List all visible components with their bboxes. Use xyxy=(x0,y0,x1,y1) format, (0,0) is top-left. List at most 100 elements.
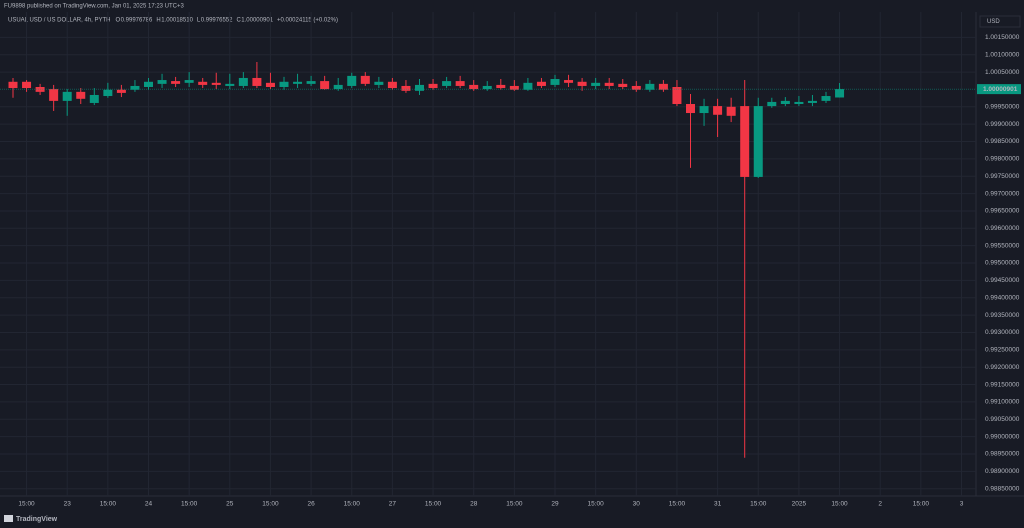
y-tick-label: 0.99000000 xyxy=(985,433,1020,440)
candle-body xyxy=(401,85,411,91)
x-tick-label: 15:00 xyxy=(831,501,848,508)
candle-body xyxy=(591,82,601,86)
candle-body xyxy=(360,75,370,84)
candle-body xyxy=(699,106,709,114)
candle-body xyxy=(347,75,357,86)
y-tick-label: 0.99900000 xyxy=(985,121,1020,128)
x-tick-label: 15:00 xyxy=(750,501,767,508)
candle-body xyxy=(415,84,424,91)
candle-body xyxy=(442,81,452,86)
y-tick-label: 0.99150000 xyxy=(985,381,1020,388)
y-tick-label: 0.98850000 xyxy=(985,485,1020,492)
candle-body xyxy=(387,81,397,89)
y-tick-label: 0.99200000 xyxy=(985,364,1020,371)
logo: TradingView xyxy=(16,516,58,523)
ohlc-label: H xyxy=(156,18,160,24)
x-tick-label: 26 xyxy=(307,501,315,508)
x-tick-label: 15:00 xyxy=(669,501,686,508)
y-tick-label: 0.99700000 xyxy=(985,190,1020,197)
candle-body xyxy=(157,80,167,84)
x-tick-label: 15:00 xyxy=(344,501,361,508)
x-tick-label: 31 xyxy=(714,501,722,508)
y-tick-label: 0.99750000 xyxy=(985,173,1020,180)
candle-body xyxy=(198,81,208,85)
candle-body xyxy=(509,85,519,90)
candle-body xyxy=(252,77,262,86)
candle-body xyxy=(455,81,465,86)
y-tick-label: 0.99050000 xyxy=(985,416,1020,423)
candle-body xyxy=(116,89,126,93)
candle-body xyxy=(780,100,790,105)
ohlc-label: L xyxy=(197,18,201,24)
candle-body xyxy=(76,91,86,99)
x-tick-label: 25 xyxy=(226,501,234,508)
ohlc-value: 0.99976552 xyxy=(201,18,233,24)
candle-body xyxy=(171,81,181,84)
y-tick-label: 0.99650000 xyxy=(985,208,1020,215)
y-tick-label: 0.99100000 xyxy=(985,399,1020,406)
x-tick-label: 15:00 xyxy=(425,501,442,508)
y-tick-label: 1.00100000 xyxy=(985,51,1020,58)
candle-body xyxy=(713,106,723,115)
candle-body xyxy=(550,79,560,85)
candle-body xyxy=(238,77,248,86)
candle-body xyxy=(564,80,574,83)
ohlc-label: O xyxy=(115,18,120,24)
candle-body xyxy=(8,81,18,89)
y-tick-label: 0.99450000 xyxy=(985,277,1020,284)
y-tick-label: 0.99550000 xyxy=(985,242,1020,249)
x-tick-label: 3 xyxy=(960,501,964,508)
y-tick-label: 0.99500000 xyxy=(985,260,1020,267)
y-tick-label: 0.99850000 xyxy=(985,138,1020,145)
y-tick-label: 1.00050000 xyxy=(985,69,1020,76)
candle-body xyxy=(428,83,438,89)
x-tick-label: 24 xyxy=(145,501,153,508)
candle-body xyxy=(753,106,763,177)
candle-body xyxy=(279,81,289,87)
candle-body xyxy=(184,80,194,83)
candle-body xyxy=(130,85,140,90)
logo-icon xyxy=(4,515,13,522)
candle-body xyxy=(740,106,750,177)
x-tick-label: 15:00 xyxy=(262,501,279,508)
candle-body xyxy=(320,81,330,90)
currency: USD xyxy=(987,19,1000,25)
x-tick-label: 28 xyxy=(470,501,478,508)
candle-body xyxy=(658,83,668,90)
x-tick-label: 15:00 xyxy=(18,501,35,508)
candle-body xyxy=(293,81,303,84)
candle-body xyxy=(62,91,72,101)
candle-body xyxy=(103,89,113,97)
candle-body xyxy=(49,89,59,101)
x-tick-label: 15:00 xyxy=(506,501,523,508)
last-price-label: 1.00000901 xyxy=(983,86,1018,93)
candle-body xyxy=(672,86,682,105)
ohlc-value: 1.00018510 xyxy=(161,18,193,24)
candle-body xyxy=(211,82,221,85)
change: +0.00024115 (+0.02%) xyxy=(277,18,338,24)
y-tick-label: 0.99800000 xyxy=(985,156,1020,163)
candle-body xyxy=(821,96,831,101)
y-tick-label: 0.98950000 xyxy=(985,451,1020,458)
last-price-box xyxy=(977,84,1021,95)
candle-body xyxy=(333,84,343,90)
x-tick-label: 15:00 xyxy=(588,501,605,508)
candle-body xyxy=(265,82,275,87)
candle-body xyxy=(767,101,777,107)
candle-body xyxy=(35,86,45,92)
candle-body xyxy=(645,83,655,90)
candle-body xyxy=(496,84,506,89)
candle-body xyxy=(469,84,479,90)
candle-body xyxy=(726,106,736,116)
candle-body xyxy=(144,81,153,87)
candle-body xyxy=(604,82,614,86)
x-tick-label: 23 xyxy=(64,501,72,508)
y-tick-label: 0.99600000 xyxy=(985,225,1020,232)
candle-body xyxy=(686,104,695,114)
x-tick-label: 29 xyxy=(551,501,559,508)
symbol: USUAL USD / US DOLLAR, 4h, PYTH xyxy=(8,18,110,24)
candle-body xyxy=(536,81,546,86)
y-tick-label: 1.00150000 xyxy=(985,34,1020,41)
